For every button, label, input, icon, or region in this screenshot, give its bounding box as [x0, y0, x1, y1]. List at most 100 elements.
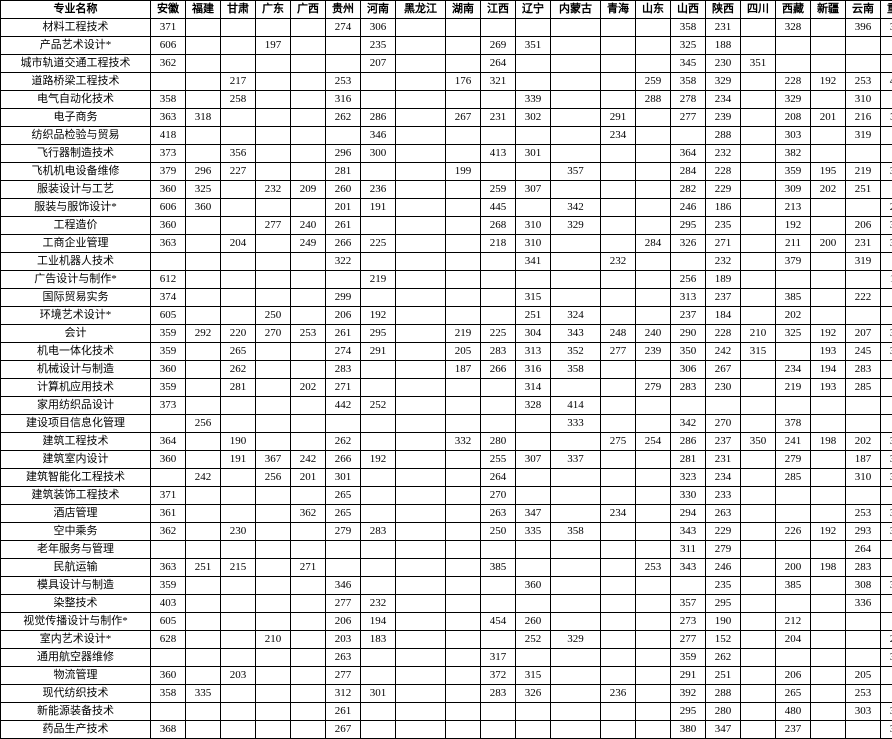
major-name-cell: 通用航空器维修 [1, 649, 151, 667]
value-cell [636, 307, 671, 325]
header-province: 河南 [361, 1, 396, 19]
value-cell [256, 145, 291, 163]
value-cell [291, 55, 326, 73]
major-name-cell: 国际贸易实务 [1, 289, 151, 307]
value-cell: 241 [776, 433, 811, 451]
value-cell: 262 [221, 361, 256, 379]
value-cell [741, 415, 776, 433]
header-province: 辽宁 [516, 1, 551, 19]
value-cell: 190 [221, 433, 256, 451]
value-cell: 234 [601, 127, 636, 145]
table-row: 材料工程技术371274306358231328396313 [1, 19, 892, 37]
value-cell: 288 [706, 127, 741, 145]
value-cell [256, 127, 291, 145]
header-province: 广西 [291, 1, 326, 19]
value-cell [291, 163, 326, 181]
value-cell [446, 613, 481, 631]
value-cell [811, 541, 846, 559]
value-cell [446, 487, 481, 505]
value-cell: 284 [636, 235, 671, 253]
value-cell [811, 415, 846, 433]
value-cell: 316 [516, 361, 551, 379]
value-cell [516, 487, 551, 505]
value-cell: 304 [516, 325, 551, 343]
value-cell [741, 127, 776, 145]
value-cell [186, 721, 221, 739]
value-cell [741, 451, 776, 469]
value-cell [636, 685, 671, 703]
value-cell: 194 [361, 613, 396, 631]
value-cell: 360 [151, 667, 186, 685]
value-cell: 300 [361, 145, 396, 163]
value-cell [551, 469, 601, 487]
value-cell: 237 [776, 721, 811, 739]
value-cell [256, 109, 291, 127]
value-cell: 342 [551, 199, 601, 217]
major-name-cell: 材料工程技术 [1, 19, 151, 37]
value-cell [516, 595, 551, 613]
value-cell [446, 559, 481, 577]
value-cell [776, 505, 811, 523]
value-cell: 329 [706, 73, 741, 91]
value-cell: 278 [671, 91, 706, 109]
value-cell [811, 55, 846, 73]
value-cell: 309 [776, 181, 811, 199]
value-cell: 360 [151, 361, 186, 379]
value-cell: 277 [671, 109, 706, 127]
value-cell [601, 397, 636, 415]
value-cell [551, 37, 601, 55]
value-cell: 373 [151, 397, 186, 415]
value-cell [636, 721, 671, 739]
value-cell: 242 [291, 451, 326, 469]
value-cell: 314 [516, 379, 551, 397]
value-cell [881, 181, 892, 199]
value-cell: 212 [776, 613, 811, 631]
value-cell: 349 [881, 649, 892, 667]
value-cell [291, 289, 326, 307]
value-cell [516, 127, 551, 145]
value-cell: 251 [706, 667, 741, 685]
value-cell: 359 [151, 343, 186, 361]
value-cell: 201 [811, 109, 846, 127]
value-cell [601, 667, 636, 685]
value-cell [256, 235, 291, 253]
header-province: 重庆 [881, 1, 892, 19]
value-cell [601, 181, 636, 199]
value-cell [811, 37, 846, 55]
value-cell [481, 577, 516, 595]
value-cell: 252 [361, 397, 396, 415]
value-cell [741, 73, 776, 91]
value-cell: 250 [481, 523, 516, 541]
value-cell [601, 289, 636, 307]
value-cell: 225 [481, 325, 516, 343]
value-cell [396, 721, 446, 739]
value-cell [636, 577, 671, 595]
value-cell [636, 523, 671, 541]
value-cell [256, 253, 291, 271]
value-cell [361, 91, 396, 109]
value-cell [221, 631, 256, 649]
value-cell: 203 [326, 631, 361, 649]
value-cell: 317 [481, 649, 516, 667]
table-row: 产品艺术设计*606197235269351325188 [1, 37, 892, 55]
value-cell: 265 [326, 505, 361, 523]
table-row: 酒店管理361362265263347234294263253330 [1, 505, 892, 523]
header-province: 四川 [741, 1, 776, 19]
value-cell: 267 [326, 721, 361, 739]
header-province: 福建 [186, 1, 221, 19]
value-cell [256, 19, 291, 37]
value-cell [741, 289, 776, 307]
value-cell [881, 37, 892, 55]
value-cell [186, 73, 221, 91]
value-cell: 234 [706, 469, 741, 487]
value-cell [186, 19, 221, 37]
value-cell [551, 235, 601, 253]
value-cell: 208 [776, 109, 811, 127]
value-cell [361, 469, 396, 487]
value-cell: 253 [326, 73, 361, 91]
value-cell: 256 [186, 415, 221, 433]
value-cell [811, 469, 846, 487]
value-cell [636, 649, 671, 667]
value-cell [481, 91, 516, 109]
major-name-cell: 服装与服饰设计* [1, 199, 151, 217]
